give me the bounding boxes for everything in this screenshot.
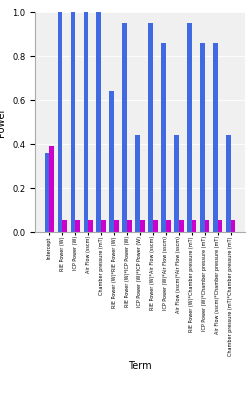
Bar xyxy=(44,153,49,232)
Bar xyxy=(122,23,127,232)
Bar xyxy=(153,220,158,232)
Bar xyxy=(75,220,80,232)
Bar xyxy=(49,146,54,232)
Bar xyxy=(136,135,140,232)
Bar xyxy=(179,220,184,232)
Bar xyxy=(110,91,114,232)
Bar xyxy=(231,220,235,232)
Bar xyxy=(166,220,170,232)
Bar xyxy=(214,43,218,232)
Bar xyxy=(200,43,205,232)
Bar xyxy=(162,43,166,232)
Bar xyxy=(188,23,192,232)
Y-axis label: Power: Power xyxy=(0,107,6,137)
Bar xyxy=(218,220,222,232)
Bar xyxy=(84,12,88,232)
Bar xyxy=(148,23,153,232)
X-axis label: Term: Term xyxy=(128,361,152,371)
Bar xyxy=(140,220,144,232)
Bar xyxy=(70,12,75,232)
Bar xyxy=(88,220,92,232)
Bar xyxy=(58,12,62,232)
Bar xyxy=(226,135,231,232)
Bar xyxy=(62,220,66,232)
Bar xyxy=(192,220,196,232)
Bar xyxy=(101,220,105,232)
Bar xyxy=(174,135,179,232)
Bar xyxy=(127,220,132,232)
Bar xyxy=(205,220,210,232)
Bar xyxy=(96,12,101,232)
Bar xyxy=(114,220,118,232)
